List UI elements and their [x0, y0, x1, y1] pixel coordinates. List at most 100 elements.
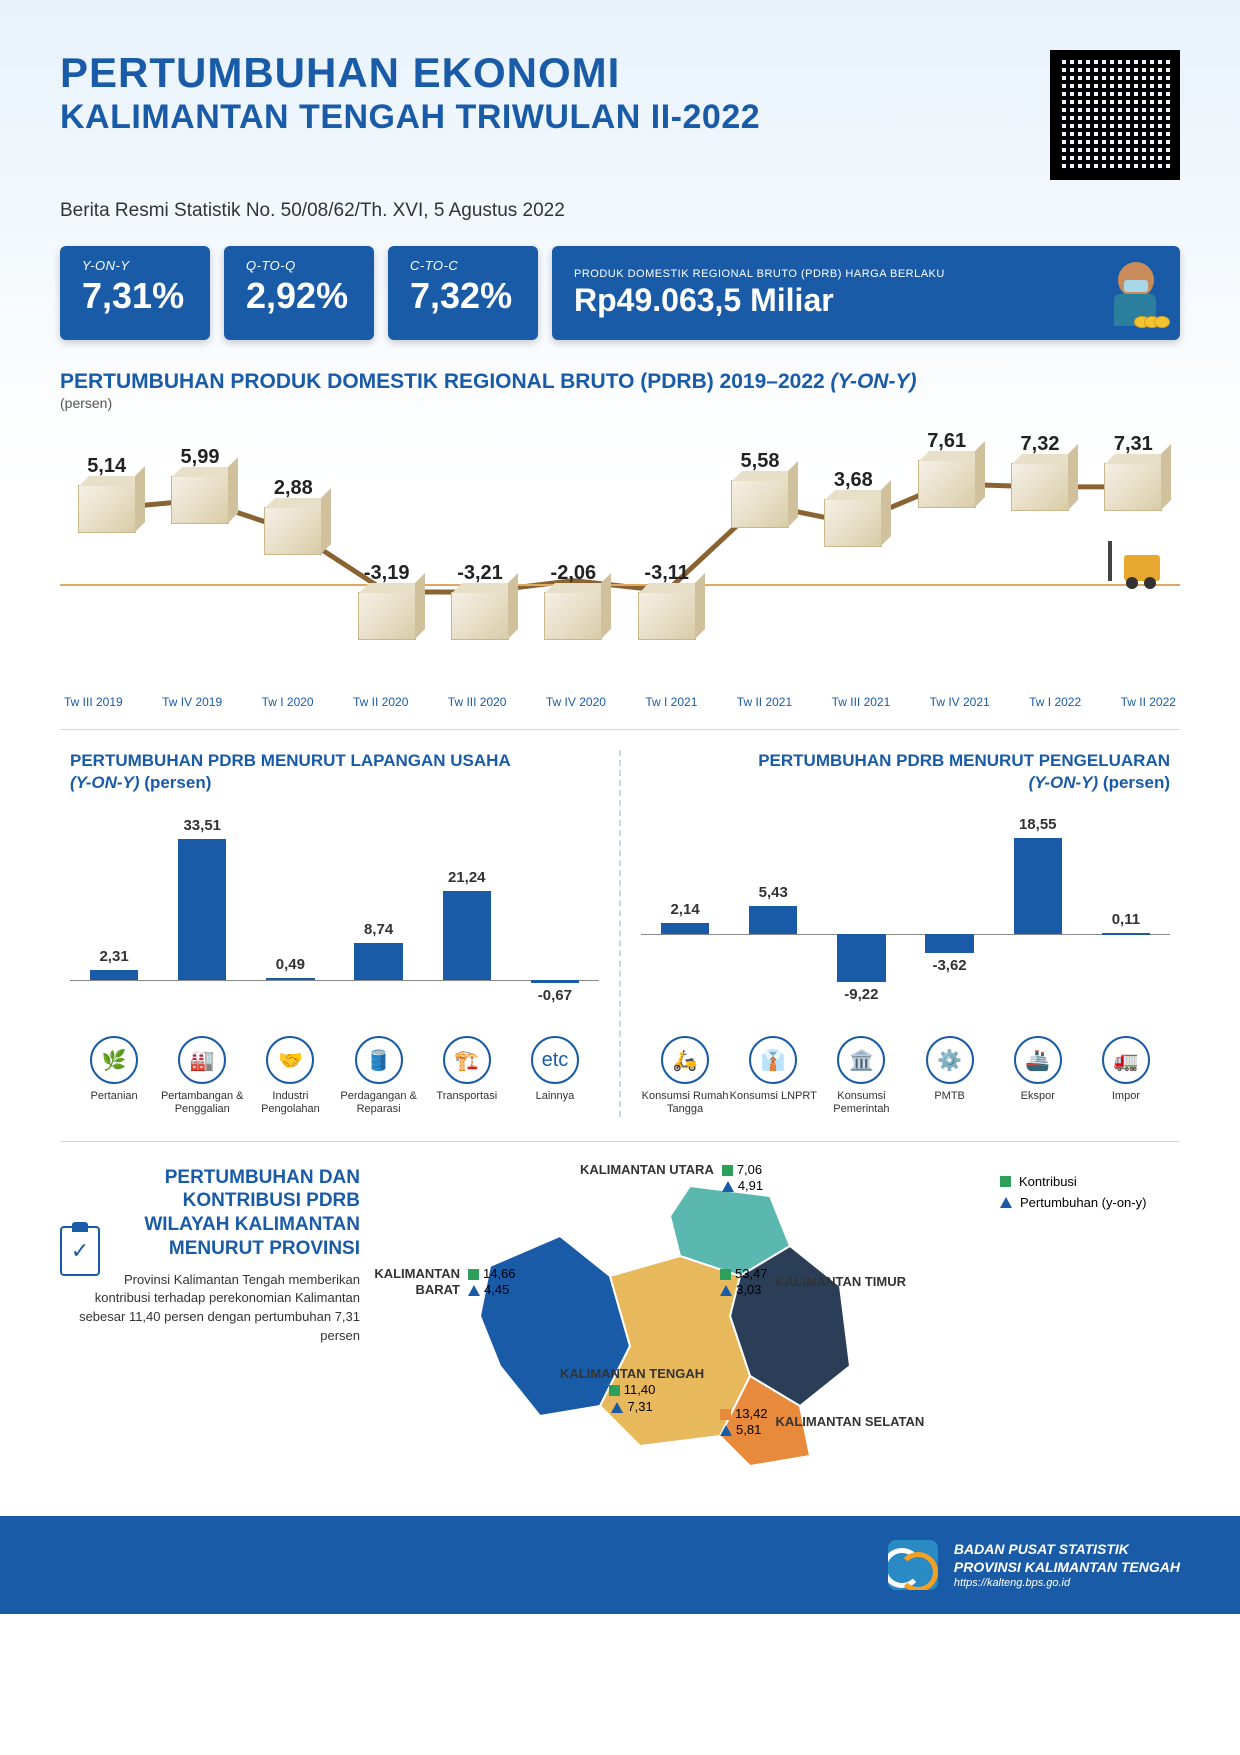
prov-k: 53,47: [735, 1266, 768, 1283]
prov-p: 3,03: [736, 1282, 761, 1299]
ts-value-label: 5,58: [741, 450, 780, 473]
category-label: Transportasi: [423, 1090, 511, 1103]
stat-value: Rp49.063,5 Miliar: [574, 282, 945, 319]
bar-value-label: -0,67: [538, 987, 572, 1004]
box-icon: [544, 592, 602, 640]
panel-unit: (persen): [1103, 773, 1170, 792]
ts-x-label: Tw IV 2021: [930, 695, 990, 709]
ts-x-label: Tw IV 2019: [162, 695, 222, 709]
title-line-2: KALIMANTAN TENGAH TRIWULAN II-2022: [60, 98, 760, 137]
ts-data-point: 7,61: [907, 460, 987, 508]
ts-value-label: -2,06: [551, 562, 597, 585]
stat-pdrb: PRODUK DOMESTIK REGIONAL BRUTO (PDRB) HA…: [552, 246, 1180, 340]
ts-data-point: 5,14: [67, 485, 147, 533]
bar-value-label: -9,22: [844, 986, 878, 1003]
ts-x-label: Tw III 2019: [64, 695, 123, 709]
category-icon: 🏗️: [443, 1036, 491, 1084]
category-icon: etc: [531, 1036, 579, 1084]
category-row-left: 🌿Pertanian🏭Pertambangan & Penggalian🤝Ind…: [70, 1036, 599, 1116]
category: etcLainnya: [511, 1036, 599, 1116]
ts-value-label: 5,14: [87, 455, 126, 478]
category-icon: 🛵: [661, 1036, 709, 1084]
legend-text: Kontribusi: [1019, 1174, 1077, 1189]
ts-x-label: Tw I 2020: [262, 695, 314, 709]
category-icon: 🏛️: [837, 1036, 885, 1084]
ts-data-point: -2,06: [533, 592, 613, 640]
ts-value-label: -3,19: [364, 562, 410, 585]
bar: 0,49: [266, 978, 314, 980]
mascot-icon: [1090, 258, 1170, 328]
map-graphic: KALIMANTAN UTARA 7,06 4,91 KALIMANTAN BA…: [380, 1166, 980, 1486]
timeseries-chart: 5,145,992,88-3,19-3,21-2,06-3,115,583,68…: [60, 429, 1180, 689]
bar: 0,11: [1102, 933, 1150, 935]
bar: -9,22: [837, 934, 885, 982]
prov-k: 14,66: [483, 1266, 516, 1283]
panel-pengeluaran: PERTUMBUHAN PDRB MENURUT PENGELUARAN (Y-…: [621, 750, 1180, 1117]
category: 🏛️Konsumsi Pemerintah: [817, 1036, 905, 1116]
ts-data-point: 5,58: [720, 480, 800, 528]
qr-code: [1050, 50, 1180, 180]
footer-line-2: PROVINSI KALIMANTAN TENGAH: [954, 1558, 1180, 1576]
ts-x-label: Tw II 2022: [1121, 695, 1176, 709]
panel-title-text: PERTUMBUHAN PDRB MENURUT PENGELUARAN: [758, 751, 1170, 770]
map-desc: Provinsi Kalimantan Tengah memberikan ko…: [60, 1271, 360, 1346]
stats-row: Y-ON-Y 7,31% Q-TO-Q 2,92% C-TO-C 7,32% P…: [60, 246, 1180, 340]
panel-title-text: PERTUMBUHAN PDRB MENURUT LAPANGAN USAHA: [70, 751, 511, 770]
title-line-1: PERTUMBUHAN EKONOMI: [60, 50, 760, 96]
ts-data-point: 5,99: [160, 476, 240, 524]
category-icon: 👔: [749, 1036, 797, 1084]
triangle-icon: [468, 1285, 480, 1296]
box-icon: [78, 485, 136, 533]
footer-line-1: BADAN PUSAT STATISTIK: [954, 1540, 1180, 1558]
category-icon: 🚛: [1102, 1036, 1150, 1084]
category-label: Perdagangan & Reparasi: [335, 1090, 423, 1116]
ts-value-label: 7,32: [1021, 433, 1060, 456]
label-tengah: KALIMANTAN TENGAH 11,40 7,31: [560, 1366, 704, 1417]
prov-name: KALIMANTAN TENGAH: [560, 1366, 704, 1383]
prov-k: 11,40: [624, 1382, 656, 1399]
box-icon: [918, 460, 976, 508]
ts-value-label: -3,11: [644, 562, 688, 585]
category-row-right: 🛵Konsumsi Rumah Tangga👔Konsumsi LNPRT🏛️K…: [641, 1036, 1170, 1116]
panel-unit: (persen): [144, 773, 211, 792]
ts-value-label: 5,99: [181, 446, 220, 469]
ts-data-point: 7,32: [1000, 463, 1080, 511]
chart-title: PERTUMBUHAN PRODUK DOMESTIK REGIONAL BRU…: [60, 370, 1180, 394]
legend-pertumbuhan: Pertumbuhan (y-on-y): [1000, 1195, 1180, 1210]
category-label: Industri Pengolahan: [246, 1090, 334, 1116]
bar: -0,67: [531, 980, 579, 983]
ts-x-label: Tw III 2020: [448, 695, 507, 709]
prov-k: 7,06: [737, 1162, 762, 1179]
prov-name: KALIMANTAN UTARA: [580, 1162, 714, 1179]
square-icon: [609, 1385, 620, 1396]
ts-data-point: -3,11: [627, 592, 707, 640]
prov-name: KALIMANTAN BARAT: [350, 1266, 460, 1300]
forklift-icon: [1090, 539, 1160, 589]
square-icon: [722, 1165, 733, 1176]
ts-data-point: 2,88: [253, 507, 333, 555]
ts-x-label: Tw II 2020: [353, 695, 408, 709]
category: ⚙️PMTB: [906, 1036, 994, 1116]
category-icon: 🚢: [1014, 1036, 1062, 1084]
subtitle: Berita Resmi Statistik No. 50/08/62/Th. …: [60, 200, 1180, 222]
label-selatan: 13,42 5,81 KALIMANTAN SELATAN: [720, 1406, 924, 1440]
category-icon: 🤝: [266, 1036, 314, 1084]
stat-value: 2,92%: [246, 275, 352, 317]
bar-value-label: 0,49: [276, 956, 305, 973]
category-label: Ekspor: [994, 1090, 1082, 1103]
square-icon: [1000, 1176, 1011, 1187]
square-icon: [720, 1409, 731, 1420]
ts-x-label: Tw IV 2020: [546, 695, 606, 709]
map-section: PERTUMBUHAN DAN KONTRIBUSI PDRB WILAYAH …: [60, 1141, 1180, 1516]
bar-value-label: 18,55: [1019, 816, 1057, 833]
box-icon: [264, 507, 322, 555]
box-icon: [1011, 463, 1069, 511]
triangle-icon: [1000, 1197, 1012, 1208]
chart-title-text: PERTUMBUHAN PRODUK DOMESTIK REGIONAL BRU…: [60, 370, 831, 393]
label-timur: 53,47 3,03 KALIMANTAN TIMUR: [720, 1266, 906, 1300]
bar: 33,51: [178, 839, 226, 980]
category: 🚢 Ekspor: [994, 1036, 1082, 1116]
ts-value-label: 3,68: [834, 469, 873, 492]
ts-value-label: 7,61: [927, 430, 966, 453]
title-block: PERTUMBUHAN EKONOMI KALIMANTAN TENGAH TR…: [60, 50, 760, 137]
